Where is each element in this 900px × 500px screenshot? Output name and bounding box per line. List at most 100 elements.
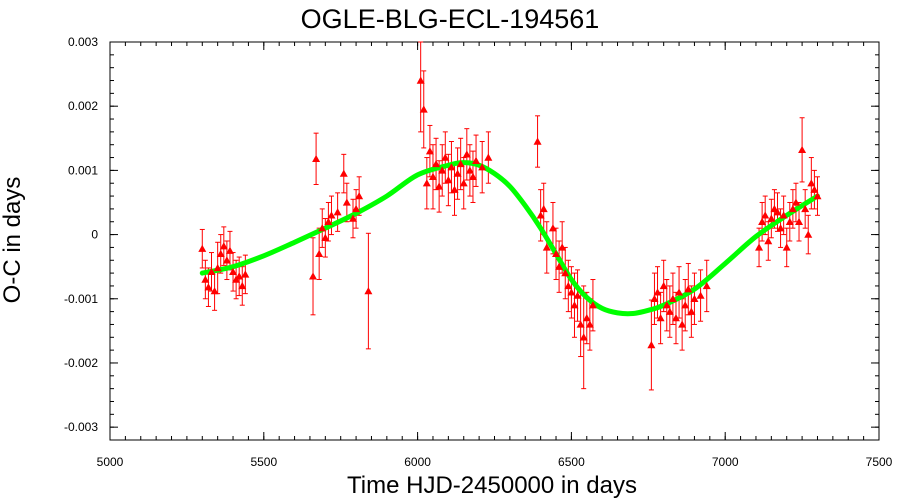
observation-point [779, 211, 788, 219]
observation-point [536, 211, 545, 219]
observation-point [321, 233, 330, 241]
observation-point [465, 166, 474, 174]
observation-point [447, 163, 456, 171]
model-curve-layer [199, 160, 820, 317]
observation-point [222, 256, 231, 264]
x-tick-label: 6500 [558, 455, 585, 469]
observation-point [668, 294, 677, 302]
observation-point [561, 269, 570, 277]
y-tick-label: 0.003 [68, 35, 98, 49]
observation-point [324, 217, 333, 225]
observation-point [579, 333, 588, 341]
observation-point [558, 243, 567, 251]
observation-point [570, 301, 579, 309]
observation-point [204, 283, 213, 291]
observation-point [315, 249, 324, 258]
observation-point [564, 281, 573, 290]
observation-point [339, 169, 348, 177]
observation-point [542, 243, 551, 251]
observation-point [333, 208, 342, 216]
observation-point [318, 224, 327, 232]
observation-point [671, 314, 680, 322]
observation-point [758, 217, 767, 225]
observation-point [241, 270, 250, 278]
observation-point [755, 243, 764, 251]
y-tick-label: -0.003 [64, 420, 98, 434]
observation-point [349, 214, 358, 222]
observation-point [582, 314, 591, 322]
observation-point [213, 263, 222, 272]
observation-point [767, 214, 776, 222]
observation-point [364, 287, 373, 295]
observation-point [804, 230, 813, 238]
observation-point [238, 281, 247, 290]
observation-point [665, 307, 674, 315]
axis-ticks: 5000 5500 6000 6500 7000 7500 0.003 0.002 0.001 0… [64, 35, 893, 469]
y-tick-label: 0.002 [68, 99, 98, 113]
observation-point [807, 179, 816, 187]
observation-point [207, 267, 216, 276]
y-tick-label: -0.001 [64, 292, 98, 306]
observation-point [219, 242, 228, 250]
observation-point [702, 281, 711, 290]
observation-point [659, 281, 668, 290]
observation-point [656, 314, 665, 322]
observation-point [235, 272, 244, 280]
y-tick-label: 0.001 [68, 163, 98, 177]
x-tick-label: 5000 [97, 455, 124, 469]
observation-point [782, 243, 791, 251]
observation-point [225, 246, 234, 254]
observation-point [416, 76, 425, 84]
observation-point [647, 340, 656, 349]
observation-point [684, 285, 693, 293]
observation-point [776, 224, 785, 232]
observation-point [785, 217, 794, 225]
observation-point [422, 179, 431, 187]
observation-point [687, 307, 696, 315]
observation-point [435, 182, 444, 190]
observation-point [312, 154, 321, 163]
y-axis-label: O-C in days [0, 177, 26, 304]
observation-point [653, 288, 662, 296]
observation-point [773, 208, 782, 216]
model-curve [199, 160, 820, 317]
observation-point [588, 301, 597, 309]
observation-point [801, 204, 810, 213]
observation-point [678, 320, 687, 328]
observation-point [342, 198, 351, 206]
x-axis-label: Time HJD-2450000 in days [347, 472, 637, 499]
x-tick-label: 6000 [404, 455, 431, 469]
y-tick-label: -0.002 [64, 356, 98, 370]
observation-point [327, 211, 336, 219]
observation-point [788, 204, 797, 213]
x-tick-label: 7000 [712, 455, 739, 469]
observation-point [478, 163, 487, 171]
observation-point [229, 267, 238, 276]
observation-point [690, 294, 699, 302]
observation-point [468, 172, 477, 181]
observation-point [432, 159, 441, 168]
observation-point [201, 275, 210, 283]
y-tick-label: 0 [91, 228, 98, 242]
observation-point [462, 150, 471, 158]
observation-point [441, 153, 450, 161]
observation-point [438, 166, 447, 174]
observation-point [552, 249, 561, 258]
x-tick-label: 7500 [866, 455, 893, 469]
observation-point [567, 288, 576, 296]
observation-point [216, 249, 225, 258]
observation-point [764, 237, 773, 245]
observation-point [813, 192, 822, 200]
observation-point [309, 272, 318, 280]
observation-point [450, 185, 459, 193]
observation-point [472, 156, 481, 164]
observation-point [533, 137, 542, 145]
observation-point [425, 147, 434, 155]
observation-point [650, 294, 659, 302]
observation-point [484, 153, 493, 161]
observation-point [810, 185, 819, 193]
observed-points [198, 76, 822, 349]
observation-point [555, 262, 564, 270]
